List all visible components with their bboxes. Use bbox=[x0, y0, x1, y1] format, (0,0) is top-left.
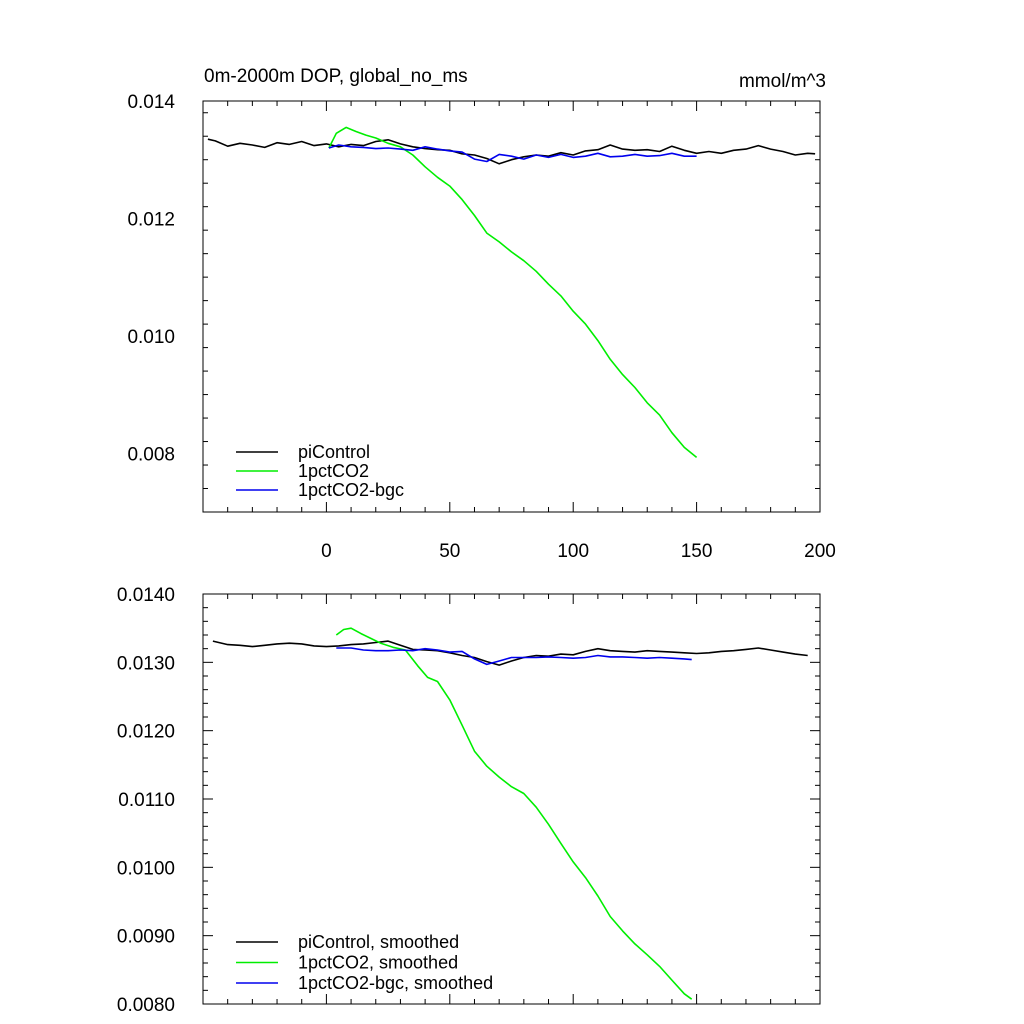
legend-label: 1pctCO2, smoothed bbox=[298, 953, 458, 973]
top-series bbox=[207, 126, 816, 459]
x-tick-label: 0 bbox=[321, 541, 332, 562]
y-tick-label: 0.0120 bbox=[117, 722, 175, 743]
y-tick-label: 0.0080 bbox=[117, 995, 175, 1016]
legend-label: piControl, smoothed bbox=[298, 932, 459, 952]
top-ticks: 0.008 0.010 0.012 0.014 0 50 100 150 200 bbox=[127, 92, 835, 562]
legend-label: 1pctCO2 bbox=[298, 461, 369, 481]
top-chart-title: 0m-2000m DOP, global_no_ms bbox=[204, 66, 468, 87]
series-line-picontrol-smoothed bbox=[212, 640, 808, 666]
y-tick-label: 0.0100 bbox=[117, 858, 175, 879]
y-tick-label: 0.008 bbox=[127, 444, 175, 465]
series-line-1pctco2-bgc bbox=[328, 144, 697, 163]
legend-label: piControl bbox=[298, 442, 370, 462]
bottom-plot-frame bbox=[202, 593, 821, 1005]
legend-label: 1pctCO2-bgc bbox=[298, 480, 404, 500]
top-panel: 0m-2000m DOP, global_no_ms mmol/m^3 0.00… bbox=[127, 66, 835, 562]
bottom-ticks: 0.0080 0.0090 0.0100 0.0110 0.0120 0.0130 0.01… bbox=[117, 585, 821, 1016]
bottom-series bbox=[212, 627, 808, 1000]
top-chart-units: mmol/m^3 bbox=[739, 71, 826, 92]
y-tick-label: 0.0110 bbox=[118, 790, 175, 811]
legend-label: 1pctCO2-bgc, smoothed bbox=[298, 973, 493, 993]
series-line-1pctco2-bgc-smoothed bbox=[336, 647, 692, 666]
y-tick-label: 0.0130 bbox=[117, 653, 175, 674]
y-tick-label: 0.014 bbox=[127, 92, 175, 113]
x-tick-label: 50 bbox=[439, 541, 460, 562]
y-tick-label: 0.0140 bbox=[117, 585, 175, 606]
y-tick-label: 0.012 bbox=[127, 209, 175, 230]
top-plot-frame bbox=[202, 100, 821, 513]
series-line-1pctco2 bbox=[328, 126, 698, 459]
series-line-1pctco2-smoothed bbox=[335, 627, 693, 1000]
bottom-panel: 0.0080 0.0090 0.0100 0.0110 0.0120 0.0130 0.01… bbox=[117, 585, 821, 1016]
x-tick-label: 150 bbox=[681, 541, 713, 562]
y-tick-label: 0.010 bbox=[127, 327, 175, 348]
x-tick-label: 100 bbox=[557, 541, 589, 562]
y-tick-label: 0.0090 bbox=[117, 927, 175, 948]
series-line-picontrol bbox=[207, 138, 816, 165]
x-tick-label: 200 bbox=[804, 541, 836, 562]
